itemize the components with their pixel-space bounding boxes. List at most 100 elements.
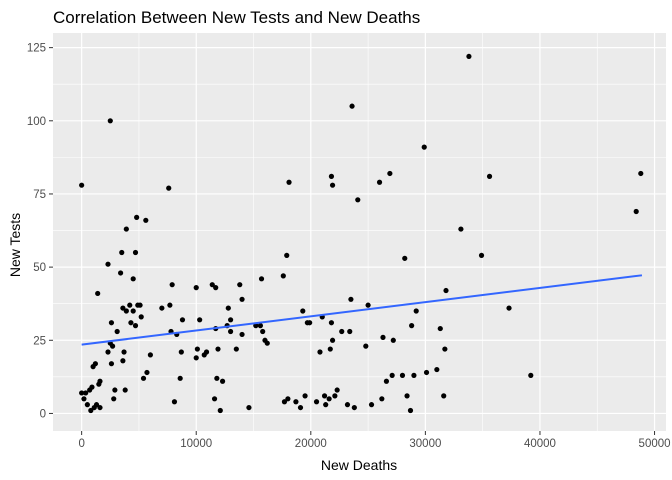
data-point [179, 317, 186, 323]
data-point [323, 402, 329, 408]
data-point [79, 182, 85, 188]
data-point [177, 375, 183, 381]
data-point [407, 407, 414, 414]
data-point [93, 402, 100, 408]
data-point [111, 396, 117, 402]
data-point [286, 179, 292, 185]
data-point [211, 396, 218, 402]
data-point [260, 328, 266, 335]
x-tick-label: 50000 [639, 438, 671, 450]
data-point [193, 285, 199, 291]
data-point [83, 390, 89, 396]
data-point [633, 208, 639, 215]
chart-title: Correlation Between New Tests and New De… [53, 8, 420, 27]
data-point [143, 217, 149, 223]
data-point [166, 185, 172, 191]
data-point [389, 372, 395, 378]
data-point [390, 337, 396, 343]
x-tick-label: 10000 [180, 438, 212, 450]
data-point [130, 276, 136, 282]
plot-panel [53, 33, 666, 431]
data-point [466, 53, 472, 60]
data-point [108, 361, 115, 367]
data-point [237, 282, 243, 288]
data-point [349, 103, 355, 109]
data-point [213, 285, 219, 291]
data-point [144, 369, 150, 376]
y-tick-label: 50 [33, 262, 46, 274]
x-axis-ticks: 0 10000 20000 30000 40000 50000 [78, 431, 671, 450]
y-axis-title: New Tests [7, 213, 23, 277]
data-point [351, 404, 357, 411]
data-point [97, 404, 103, 411]
data-point [363, 343, 369, 349]
data-point [194, 346, 200, 352]
data-point [326, 396, 332, 402]
data-point [112, 387, 118, 393]
data-point [264, 340, 270, 346]
data-point [95, 290, 101, 297]
major-gridlines [53, 33, 666, 431]
data-point [347, 328, 353, 335]
data-point [169, 282, 175, 288]
y-tick-label: 125 [27, 43, 46, 55]
data-point [120, 305, 126, 311]
data-point [193, 355, 199, 361]
data-point [159, 305, 165, 311]
x-tick-label: 0 [78, 438, 84, 450]
data-point [253, 323, 259, 329]
data-point [105, 261, 111, 267]
data-point [442, 346, 448, 352]
data-point [132, 249, 139, 256]
data-point [147, 352, 153, 358]
data-point [334, 387, 340, 393]
data-point [107, 118, 113, 124]
data-point [329, 337, 336, 343]
data-point [130, 308, 136, 314]
data-point [128, 320, 134, 326]
data-point [214, 375, 220, 381]
data-point [120, 358, 126, 364]
data-point [97, 378, 103, 384]
data-point [233, 346, 239, 352]
x-tick-label: 30000 [409, 438, 441, 450]
x-axis-title: New Deaths [321, 457, 397, 473]
data-point [118, 270, 124, 276]
data-point [297, 404, 304, 411]
data-point [506, 305, 512, 311]
data-point [328, 320, 335, 326]
data-point [355, 197, 361, 203]
data-point [302, 393, 308, 399]
data-point [443, 287, 449, 294]
y-tick-label: 100 [27, 116, 46, 128]
data-point [239, 296, 245, 302]
y-tick-label: 0 [40, 408, 46, 420]
data-point [328, 173, 335, 179]
data-point [89, 384, 95, 390]
y-axis-ticks: 0 25 50 75 100 125 [27, 43, 53, 420]
data-point [138, 314, 144, 320]
data-point [246, 404, 252, 411]
data-point [134, 214, 140, 220]
data-point [380, 334, 386, 340]
data-point [127, 302, 133, 308]
data-point [114, 328, 120, 335]
data-point [307, 320, 313, 326]
minor-gridlines [53, 33, 666, 431]
data-point [123, 308, 129, 314]
trend-line [81, 274, 643, 346]
data-point [478, 252, 485, 259]
data-point [215, 346, 221, 352]
data-point [423, 369, 430, 376]
data-point [123, 226, 129, 232]
data-point [227, 317, 234, 323]
data-point [339, 328, 345, 335]
data-point [404, 393, 410, 399]
data-point [327, 346, 333, 352]
data-point [209, 282, 215, 288]
data-point [132, 323, 139, 329]
data-point [203, 349, 210, 355]
data-point [219, 378, 226, 384]
data-point [197, 317, 203, 323]
